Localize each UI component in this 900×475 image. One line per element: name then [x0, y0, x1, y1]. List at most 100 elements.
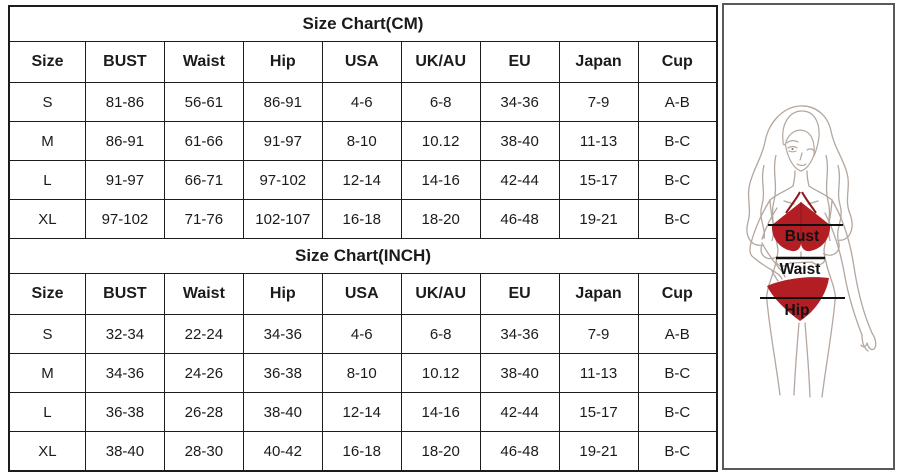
header-cell: BUST	[84, 41, 165, 83]
data-cell: 26-28	[163, 392, 244, 432]
table-row: S 81-86 56-61 86-91 4-6 6-8 34-36 7-9 A-B	[8, 82, 718, 122]
data-cell: 14-16	[400, 160, 481, 200]
title-row: Size Chart(INCH)	[8, 238, 718, 274]
left-arm	[749, 199, 780, 273]
header-cell: USA	[321, 273, 402, 315]
header-cell: Hip	[242, 273, 323, 315]
data-cell: 24-26	[163, 353, 244, 393]
data-cell: 46-48	[479, 199, 560, 239]
right-eye	[806, 148, 815, 152]
size-cell: L	[8, 160, 86, 200]
data-cell: 14-16	[400, 392, 481, 432]
data-cell: 6-8	[400, 314, 481, 354]
data-cell: 56-61	[163, 82, 244, 122]
header-cell: Cup	[637, 41, 718, 83]
data-cell: 46-48	[479, 431, 560, 472]
table-row: M 34-36 24-26 36-38 8-10 10.12 38-40 11-13 B-C	[8, 353, 718, 393]
data-cell: 34-36	[479, 314, 560, 354]
data-cell: B-C	[637, 431, 718, 472]
data-cell: 40-42	[242, 431, 323, 472]
header-cell: Size	[8, 273, 86, 315]
data-cell: 61-66	[163, 121, 244, 161]
data-cell: 36-38	[242, 353, 323, 393]
header-row: Size BUST Waist Hip USA UK/AU EU Japan Cup	[8, 273, 718, 315]
data-cell: 8-10	[321, 121, 402, 161]
data-cell: 12-14	[321, 392, 402, 432]
mouth	[796, 163, 807, 167]
left-eye	[787, 145, 798, 153]
header-cell: Hip	[242, 41, 323, 83]
header-cell: Japan	[558, 41, 639, 83]
bikini-bottom	[767, 277, 829, 321]
data-cell: 91-97	[84, 160, 165, 200]
data-cell: 8-10	[321, 353, 402, 393]
data-cell: 42-44	[479, 392, 560, 432]
data-cell: 42-44	[479, 160, 560, 200]
data-cell: A-B	[637, 82, 718, 122]
header-cell: Size	[8, 41, 86, 83]
table-row: L 91-97 66-71 97-102 12-14 14-16 42-44 15-17 B-C	[8, 160, 718, 200]
data-cell: 10.12	[400, 121, 481, 161]
header-row: Size BUST Waist Hip USA UK/AU EU Japan Cup	[8, 41, 718, 83]
size-cell: M	[8, 353, 86, 393]
data-cell: 81-86	[84, 82, 165, 122]
header-cell: EU	[479, 273, 560, 315]
waist-label: Waist	[780, 261, 821, 278]
size-cell: M	[8, 121, 86, 161]
data-cell: 10.12	[400, 353, 481, 393]
right-hand	[860, 332, 877, 352]
data-cell: 6-8	[400, 82, 481, 122]
header-cell: Waist	[163, 41, 244, 83]
data-cell: 86-91	[84, 121, 165, 161]
data-cell: 7-9	[558, 314, 639, 354]
data-cell: 38-40	[84, 431, 165, 472]
header-cell: Waist	[163, 273, 244, 315]
header-cell: Cup	[637, 273, 718, 315]
neck	[792, 170, 810, 187]
size-cell: XL	[8, 431, 86, 472]
header-cell: UK/AU	[400, 41, 481, 83]
data-cell: 19-21	[558, 199, 639, 239]
data-cell: B-C	[637, 392, 718, 432]
table-row: S 32-34 22-24 34-36 4-6 6-8 34-36 7-9 A-B	[8, 314, 718, 354]
midriff	[799, 251, 803, 269]
data-cell: 102-107	[242, 199, 323, 239]
data-cell: 38-40	[479, 121, 560, 161]
data-cell: 18-20	[400, 199, 481, 239]
data-cell: 11-13	[558, 121, 639, 161]
data-cell: 16-18	[321, 199, 402, 239]
data-cell: 97-102	[242, 160, 323, 200]
data-cell: 15-17	[558, 160, 639, 200]
data-cell: A-B	[637, 314, 718, 354]
data-cell: 34-36	[242, 314, 323, 354]
data-cell: 18-20	[400, 431, 481, 472]
left-pupil	[791, 147, 794, 151]
data-cell: 4-6	[321, 314, 402, 354]
data-cell: B-C	[637, 199, 718, 239]
figure-illustration: Bust Waist Hip	[746, 105, 877, 398]
header-cell: UK/AU	[400, 273, 481, 315]
chart-title-cell: Size Chart(CM)	[8, 5, 718, 42]
header-cell: EU	[479, 41, 560, 83]
size-cell: L	[8, 392, 86, 432]
bikini-top	[771, 191, 831, 252]
size-cell: S	[8, 82, 86, 122]
left-eyebrow	[786, 140, 799, 144]
data-cell: B-C	[637, 160, 718, 200]
data-cell: 36-38	[84, 392, 165, 432]
data-cell: 38-40	[242, 392, 323, 432]
data-cell: 7-9	[558, 82, 639, 122]
shoulders	[769, 185, 833, 201]
data-cell: 11-13	[558, 353, 639, 393]
header-cell: Japan	[558, 273, 639, 315]
data-cell: 34-36	[84, 353, 165, 393]
table-row: L 36-38 26-28 38-40 12-14 14-16 42-44 15-17 B-C	[8, 392, 718, 432]
hip-label: Hip	[785, 302, 810, 319]
data-cell: B-C	[637, 353, 718, 393]
header-cell: BUST	[84, 273, 165, 315]
right-arm	[824, 199, 873, 336]
data-cell: 34-36	[479, 82, 560, 122]
data-cell: 28-30	[163, 431, 244, 472]
size-cell: S	[8, 314, 86, 354]
